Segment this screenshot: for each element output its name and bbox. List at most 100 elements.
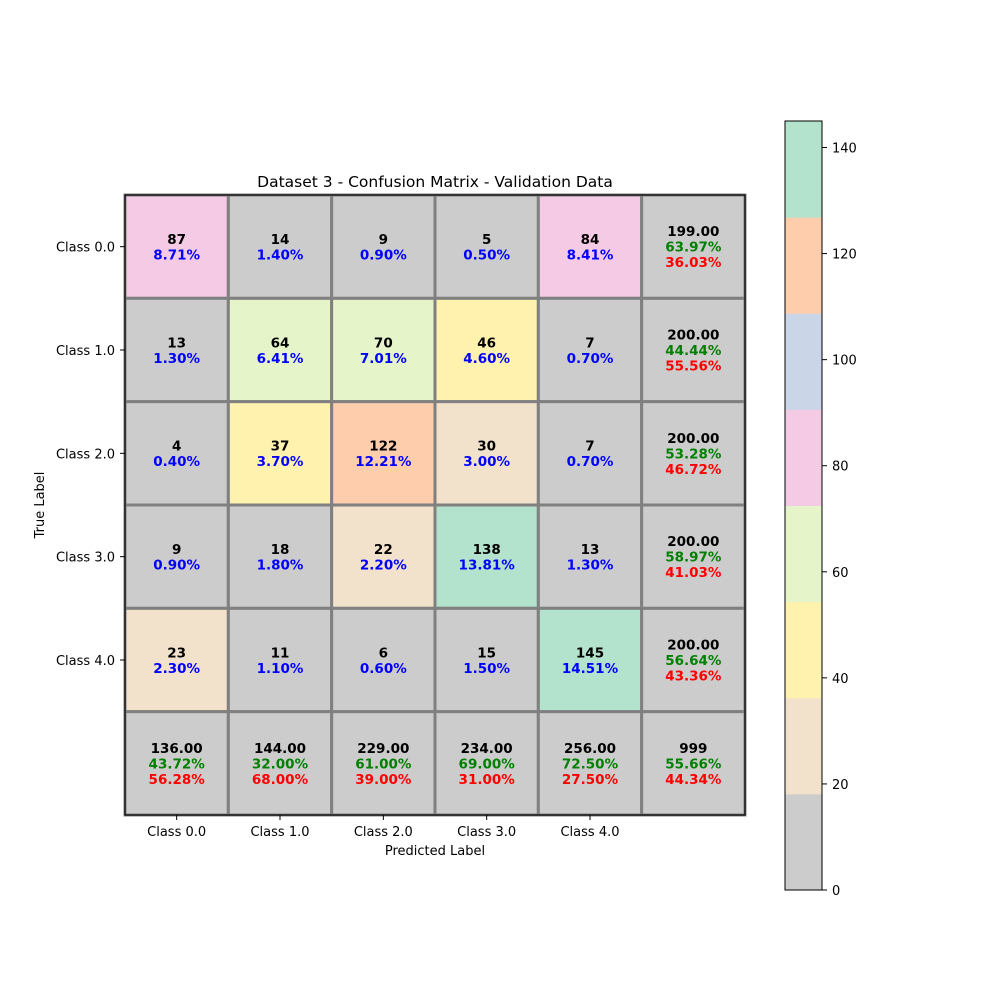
cell-percent: 8.41% — [567, 247, 614, 263]
matrix-cell — [226, 606, 334, 714]
cell-count: 13 — [581, 542, 600, 558]
cell-count: 11 — [271, 645, 290, 661]
cell-count: 30 — [477, 439, 496, 455]
row-summary-correct: 58.97% — [665, 550, 722, 566]
col-summary-correct: 72.50% — [562, 756, 619, 772]
colorbar-segment — [785, 313, 822, 410]
cell-percent: 0.40% — [153, 454, 200, 470]
row-summary-error: 36.03% — [665, 255, 722, 271]
row-summary-total: 199.00 — [667, 224, 719, 240]
row-summary-error: 43.36% — [665, 669, 722, 685]
col-summary-error: 68.00% — [252, 772, 309, 788]
x-axis: Class 0.0 Class 1.0 Class 2.0 Class 3.0 Clas… — [147, 815, 620, 840]
col-summary-error: 27.50% — [562, 772, 619, 788]
colorbar-tick-label: 100 — [832, 354, 857, 369]
colorbar-tick-label: 120 — [832, 248, 857, 263]
x-tick-label: Class 0.0 — [147, 825, 206, 840]
y-tick-label: Class 4.0 — [56, 654, 115, 669]
cell-percent: 1.30% — [567, 557, 614, 573]
col-summary-error: 39.00% — [355, 772, 412, 788]
cell-count: 18 — [271, 542, 290, 558]
matrix-cell — [433, 503, 540, 610]
col-summary-total: 234.00 — [461, 741, 513, 757]
cell-percent: 1.10% — [257, 661, 304, 677]
cell-count: 14 — [271, 232, 290, 248]
y-tick-label: Class 1.0 — [56, 344, 115, 359]
row-summary-total: 200.00 — [667, 638, 719, 654]
matrix-cell — [226, 400, 334, 507]
cell-count: 4 — [172, 439, 181, 455]
overall-summary-error: 44.34% — [665, 772, 722, 788]
row-summary-correct: 63.97% — [665, 240, 722, 256]
row-summary-cell — [640, 400, 747, 507]
cell-count: 13 — [167, 335, 186, 351]
colorbar-tick-label: 0 — [832, 884, 840, 899]
colorbar-tick-label: 60 — [832, 566, 849, 581]
y-tick-label: Class 0.0 — [56, 241, 115, 256]
cell-percent: 2.20% — [360, 557, 407, 573]
cell-percent: 13.81% — [459, 557, 516, 573]
col-summary-error: 56.28% — [149, 772, 206, 788]
x-tick-label: Class 4.0 — [560, 825, 619, 840]
cell-percent: 0.70% — [567, 454, 614, 470]
row-summary-error: 55.56% — [665, 359, 722, 375]
matrix-frame — [124, 194, 746, 816]
row-summary-total: 200.00 — [667, 328, 719, 344]
cell-percent: 12.21% — [355, 454, 412, 470]
cell-count: 64 — [271, 335, 290, 351]
row-summary-correct: 44.44% — [665, 343, 722, 359]
matrix-cell — [226, 193, 334, 300]
cell-percent: 4.60% — [463, 351, 510, 367]
colorbar-frame — [784, 120, 823, 891]
colorbar-tick-label: 140 — [832, 142, 857, 157]
cell-count: 122 — [369, 439, 397, 455]
colorbar-segment — [785, 121, 822, 218]
overall-summary-total: 999 — [679, 741, 707, 757]
col-summary-total: 144.00 — [254, 741, 306, 757]
colorbar-segment — [785, 409, 822, 506]
overall-summary-correct: 55.66% — [665, 756, 722, 772]
cell-percent: 1.30% — [153, 351, 200, 367]
col-summary-total: 256.00 — [564, 741, 616, 757]
cell-count: 37 — [271, 439, 290, 455]
colorbar: 0 20 40 60 80 100 120 140 — [784, 120, 857, 899]
row-summary-error: 41.03% — [665, 565, 722, 581]
col-summary-correct: 43.72% — [149, 756, 206, 772]
y-tick-label: Class 3.0 — [56, 551, 115, 566]
matrix-cell — [433, 400, 540, 507]
colorbar-tick-label: 40 — [832, 672, 849, 687]
row-summary-cell — [640, 296, 747, 404]
cell-count: 6 — [379, 645, 388, 661]
y-axis: Class 0.0 Class 1.0 Class 2.0 Class 3.0 Clas… — [56, 241, 125, 669]
colorbar-segment — [785, 793, 822, 891]
matrix-cells — [123, 193, 747, 817]
y-axis-label: True Label — [33, 472, 48, 540]
colorbar-segment — [785, 505, 822, 603]
cell-percent: 3.70% — [257, 454, 304, 470]
col-summary-error: 31.00% — [459, 772, 516, 788]
cell-count: 87 — [167, 232, 186, 248]
cell-count: 7 — [585, 335, 594, 351]
cell-count: 15 — [477, 645, 496, 661]
row-summary-correct: 53.28% — [665, 446, 722, 462]
cell-percent: 1.50% — [463, 661, 510, 677]
cell-count: 22 — [374, 542, 393, 558]
cell-count: 138 — [473, 542, 501, 558]
cell-count: 145 — [576, 645, 604, 661]
cell-percent: 7.01% — [360, 351, 407, 367]
x-tick-label: Class 3.0 — [457, 825, 516, 840]
matrix-cell — [536, 503, 644, 610]
cell-percent: 8.71% — [153, 247, 200, 263]
overall-summary-cell — [640, 710, 747, 817]
cell-percent: 0.60% — [360, 661, 407, 677]
cell-percent: 1.40% — [257, 247, 304, 263]
cell-count: 7 — [585, 439, 594, 455]
col-summary-correct: 69.00% — [459, 756, 516, 772]
cell-percent: 1.80% — [257, 557, 304, 573]
row-summary-cell — [640, 503, 747, 610]
cell-count: 9 — [172, 542, 181, 558]
cell-annotations: 878.71%141.40%90.90%50.50%848.41%131.30%… — [149, 224, 722, 788]
cell-percent: 0.90% — [360, 247, 407, 263]
colorbar-segment — [785, 601, 822, 699]
cell-percent: 0.90% — [153, 557, 200, 573]
